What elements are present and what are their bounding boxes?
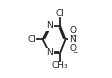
Text: N: N [46,48,53,57]
Text: CH₃: CH₃ [52,61,68,70]
Text: −: − [72,50,77,55]
Text: Cl: Cl [28,35,36,44]
Text: N: N [69,35,76,44]
Text: Cl: Cl [56,9,65,18]
Text: O: O [69,44,76,53]
Text: +: + [72,33,77,38]
Text: N: N [46,21,53,30]
Text: O: O [69,26,76,35]
